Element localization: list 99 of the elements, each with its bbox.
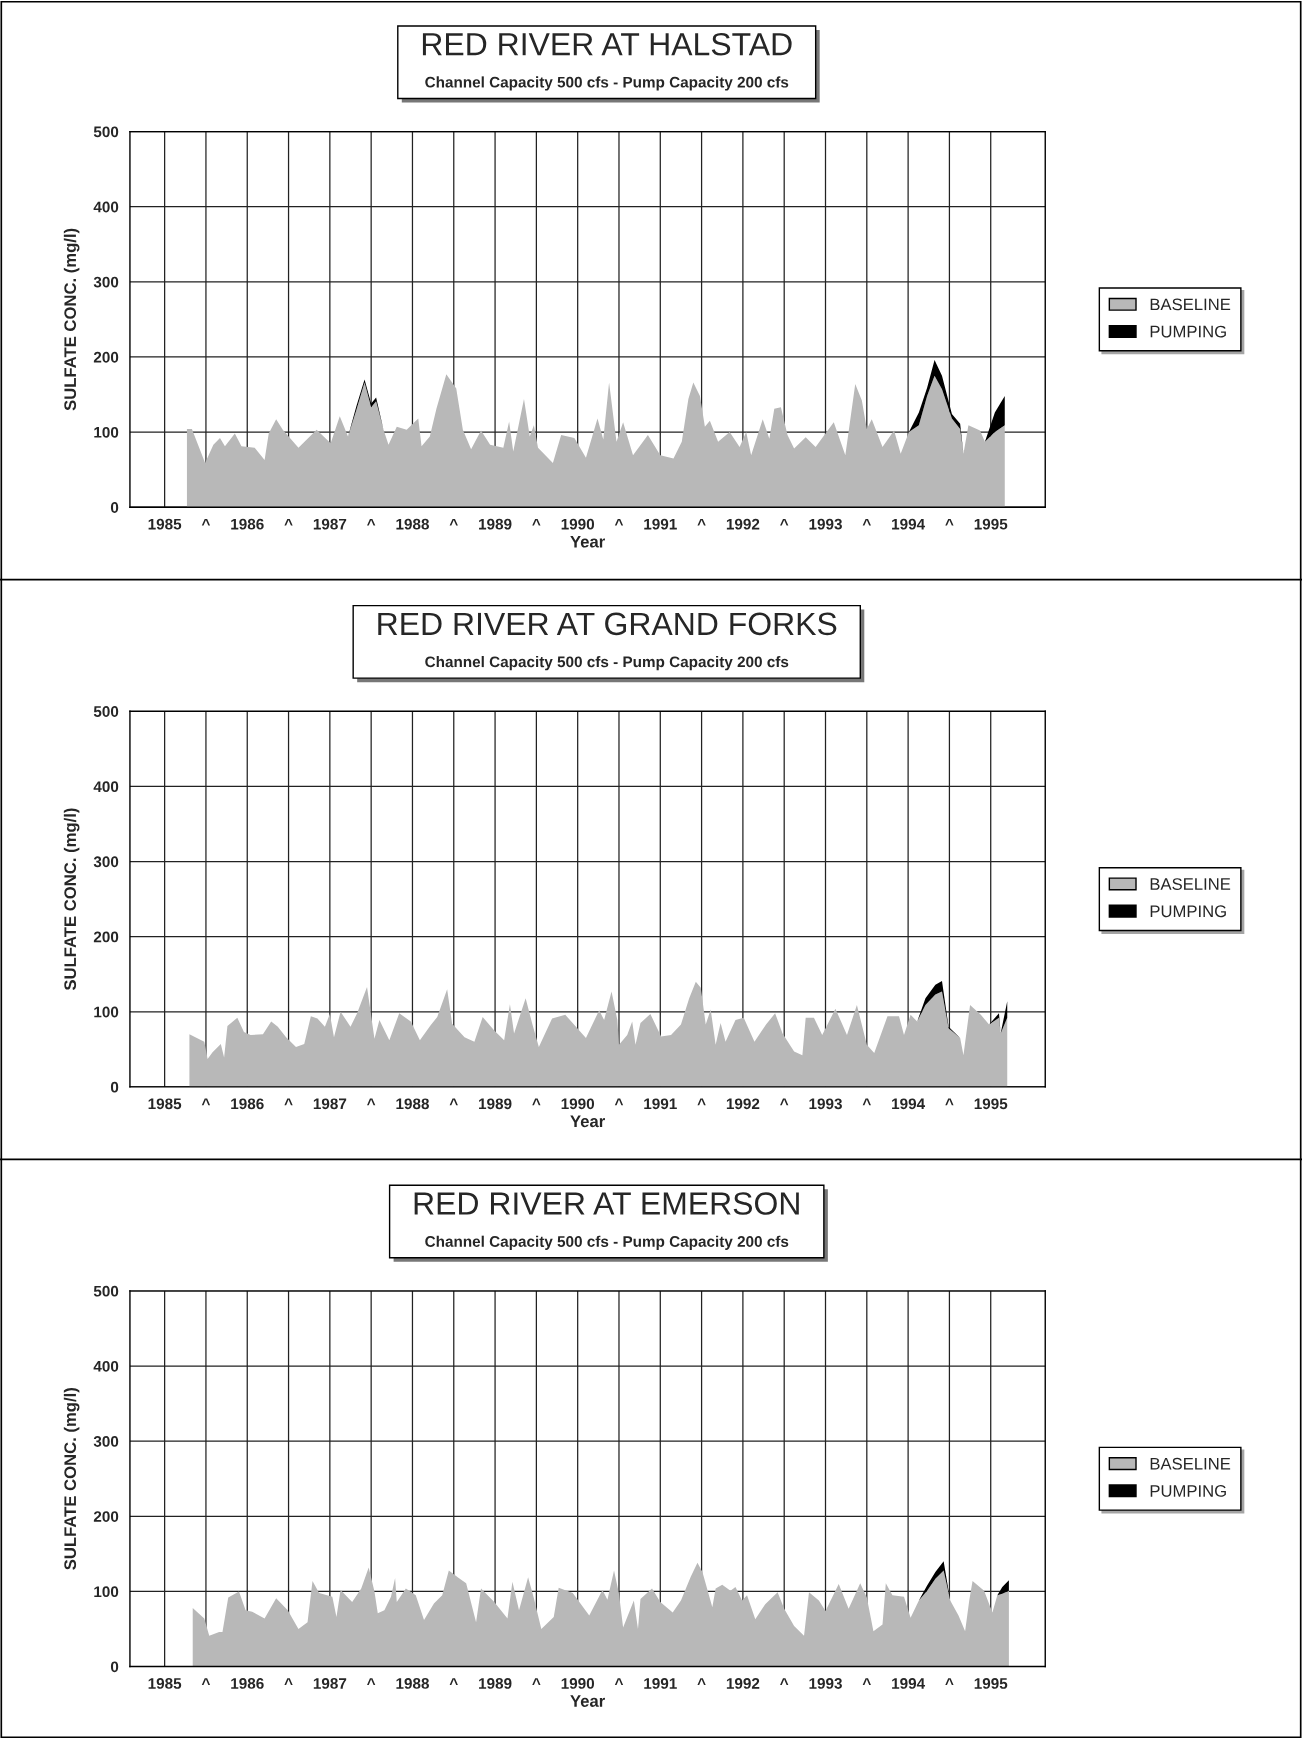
y-tick-label: 400: [93, 781, 119, 793]
y-tick-label: 500: [93, 1285, 119, 1297]
x-tick-label: ^: [201, 1098, 211, 1106]
y-tick-label: 300: [93, 276, 119, 288]
chart-subtitle: Channel Capacity 500 cfs - Pump Capacity 200 cfs: [425, 76, 789, 91]
y-tick-label: 200: [93, 931, 119, 943]
legend-label: PUMPING: [1150, 325, 1226, 338]
legend-label: PUMPING: [1150, 1485, 1226, 1497]
x-tick-label: ^: [284, 1678, 293, 1685]
chart-subtitle: Channel Capacity 500 cfs - Pump Capacity 200 cfs: [425, 656, 789, 671]
x-tick-label: 1992: [726, 518, 760, 530]
x-tick-label: 1986: [231, 518, 264, 530]
legend-label: PUMPING: [1150, 905, 1226, 918]
legend-label: BASELINE: [1150, 298, 1231, 311]
y-tick-label: 500: [93, 706, 119, 717]
x-tick-label: ^: [945, 518, 954, 526]
x-tick-label: ^: [449, 518, 458, 526]
x-tick-label: 1995: [974, 1098, 1008, 1110]
y-tick-label: 100: [94, 1586, 119, 1598]
x-tick-label: 1993: [809, 1678, 842, 1689]
y-tick-label: 0: [110, 502, 119, 513]
y-tick-label: 200: [93, 1511, 119, 1522]
x-tick-label: 1988: [396, 518, 429, 530]
x-tick-label: 1987: [313, 518, 347, 530]
legend-label: BASELINE: [1150, 1457, 1231, 1470]
x-tick-label: ^: [862, 1098, 871, 1106]
y-tick-label: 300: [93, 856, 119, 868]
x-axis-title: Year: [570, 1695, 605, 1707]
x-tick-label: ^: [697, 1098, 706, 1106]
x-tick-label: ^: [284, 518, 293, 526]
y-axis-title: SULFATE CONC. (mg/l): [63, 808, 80, 991]
x-tick-label: 1995: [974, 518, 1008, 530]
x-axis-title: Year: [570, 1115, 605, 1128]
x-tick-label: 1991: [644, 518, 677, 530]
chart-subtitle: Channel Capacity 500 cfs - Pump Capacity 200 cfs: [425, 1235, 789, 1250]
x-tick-label: 1987: [313, 1098, 347, 1110]
x-tick-label: ^: [449, 1678, 458, 1685]
x-tick-label: 1985: [148, 1098, 182, 1110]
x-tick-label: ^: [945, 1098, 954, 1106]
y-axis-title: SULFATE CONC. (mg/l): [63, 1388, 80, 1570]
y-tick-label: 100: [94, 1006, 119, 1018]
x-tick-label: ^: [367, 1678, 376, 1685]
x-tick-label: 1985: [148, 518, 182, 530]
x-tick-label: ^: [697, 518, 706, 526]
x-tick-label: ^: [780, 518, 789, 526]
x-tick-label: 1988: [396, 1098, 429, 1110]
x-tick-label: ^: [945, 1678, 954, 1685]
x-tick-label: ^: [367, 518, 376, 526]
y-axis-title: SULFATE CONC. (mg/l): [63, 228, 80, 411]
legend-label: BASELINE: [1150, 878, 1231, 890]
x-tick-label: 1985: [148, 1678, 182, 1689]
x-tick-label: ^: [532, 1678, 541, 1685]
x-tick-label: 1994: [892, 1098, 926, 1110]
y-tick-label: 200: [93, 351, 119, 363]
y-tick-label: 0: [110, 1081, 119, 1093]
chart-title: RED RIVER AT EMERSON: [414, 1192, 799, 1215]
x-tick-label: ^: [367, 1098, 376, 1106]
x-tick-label: ^: [862, 1678, 871, 1685]
y-tick-label: 500: [93, 126, 119, 138]
x-tick-label: 1990: [561, 518, 595, 530]
x-tick-label: 1989: [479, 1678, 512, 1689]
x-tick-label: 1989: [479, 518, 512, 530]
x-tick-label: ^: [201, 1678, 211, 1685]
x-tick-label: ^: [697, 1678, 706, 1685]
x-tick-label: ^: [201, 518, 211, 526]
y-tick-label: 100: [94, 426, 119, 438]
x-tick-label: ^: [614, 1098, 624, 1106]
x-tick-label: ^: [284, 1098, 293, 1106]
x-tick-label: ^: [780, 1098, 789, 1106]
x-tick-label: ^: [862, 518, 871, 526]
x-tick-label: 1990: [561, 1678, 595, 1689]
x-tick-label: 1986: [231, 1678, 264, 1689]
x-axis-title: Year: [570, 535, 605, 548]
x-tick-label: 1995: [974, 1678, 1008, 1689]
chart-title: RED RIVER AT HALSTAD: [422, 32, 792, 56]
x-tick-label: 1990: [561, 1098, 595, 1110]
x-tick-label: 1988: [396, 1678, 429, 1689]
x-tick-label: 1993: [809, 1098, 842, 1110]
x-tick-label: 1994: [892, 1678, 926, 1689]
x-tick-label: 1991: [644, 1098, 677, 1110]
x-tick-label: ^: [449, 1098, 458, 1106]
x-tick-label: 1991: [644, 1678, 677, 1689]
x-tick-label: ^: [532, 1098, 541, 1106]
x-tick-label: 1992: [726, 1098, 760, 1110]
x-tick-label: ^: [532, 518, 541, 526]
x-tick-label: 1993: [809, 518, 842, 530]
x-tick-label: 1986: [231, 1098, 264, 1110]
x-tick-label: ^: [614, 518, 624, 526]
x-tick-label: 1989: [479, 1098, 512, 1110]
x-tick-label: ^: [780, 1678, 789, 1685]
x-tick-label: 1992: [726, 1678, 760, 1689]
x-tick-label: 1987: [313, 1678, 347, 1689]
y-tick-label: 400: [93, 1360, 119, 1372]
y-tick-label: 400: [93, 201, 119, 213]
x-tick-label: ^: [614, 1678, 624, 1685]
y-tick-label: 0: [110, 1661, 119, 1673]
chart-title: RED RIVER AT GRAND FORKS: [378, 612, 837, 636]
x-tick-label: 1994: [892, 518, 926, 530]
y-tick-label: 300: [93, 1436, 119, 1447]
